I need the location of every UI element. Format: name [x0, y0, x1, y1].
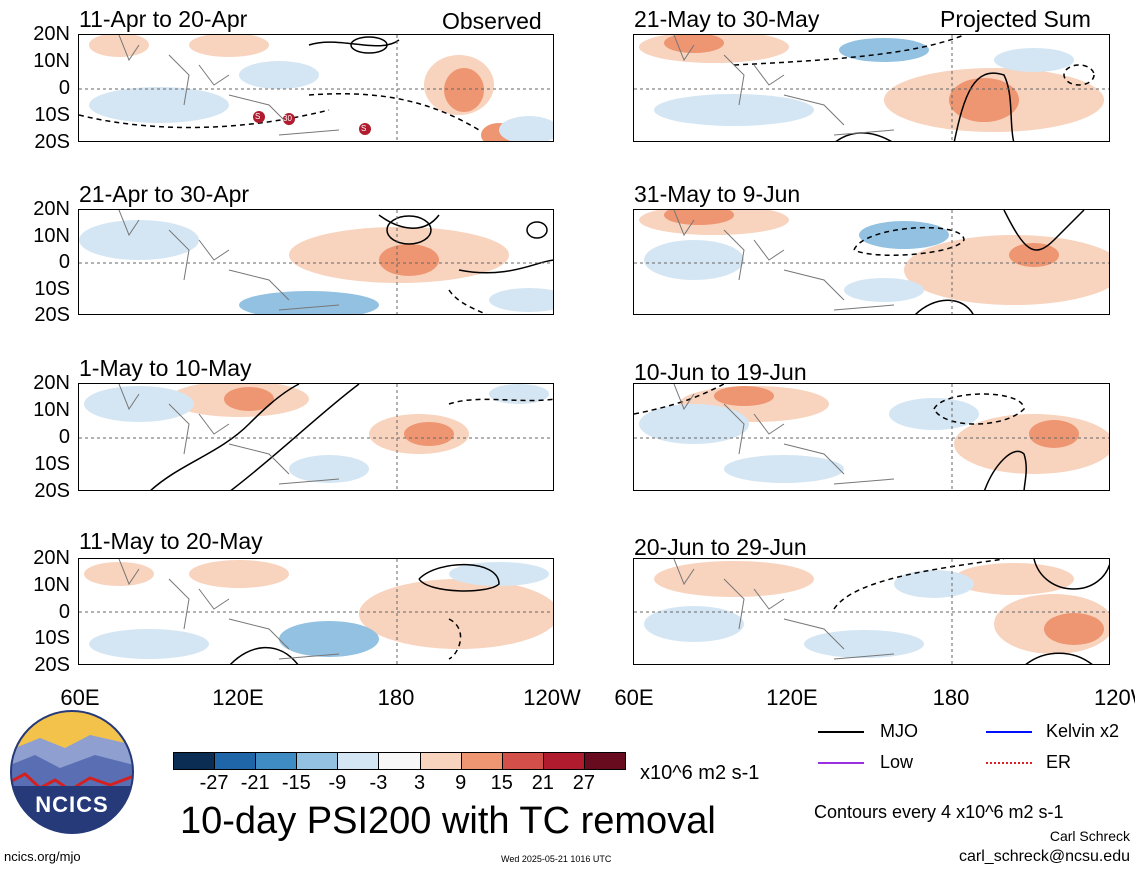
colorbar-cell — [173, 752, 216, 770]
lat-label: 10S — [34, 453, 70, 475]
lon-label: 120E — [766, 685, 818, 710]
legend-kelvin-line — [986, 731, 1032, 733]
lat-label: 10N — [33, 50, 70, 72]
lat-label: 20N — [33, 198, 70, 220]
lat-label: 20S — [34, 131, 70, 153]
lon-label: 120W — [523, 685, 581, 710]
logo-text: NCICS — [35, 792, 109, 817]
colorbar-cell — [296, 752, 339, 770]
map-panel-8 — [633, 558, 1110, 665]
legend-er-line — [986, 762, 1032, 764]
lon-label: 60E — [60, 685, 100, 710]
contour-note: Contours every 4 x10^6 m2 s-1 — [814, 802, 1064, 822]
map-panel-1: S 30 S — [78, 34, 554, 142]
lon-label: 180 — [377, 685, 415, 710]
map-panel-5 — [633, 34, 1110, 142]
lat-label: 0 — [58, 77, 70, 99]
observed-label: Observed — [442, 8, 542, 34]
projected-label: Projected Sum — [940, 6, 1091, 32]
lat-label: 0 — [58, 600, 70, 623]
colorbar-tick-label: -15 — [281, 772, 311, 794]
colorbar-cell — [337, 752, 380, 770]
author: Carl Schreck — [1049, 828, 1130, 844]
colorbar-cell — [501, 752, 544, 770]
legend-er: ER — [1046, 752, 1072, 772]
legend-low-line — [818, 762, 864, 764]
lon-label: 120W — [1094, 685, 1135, 710]
lat-label: 20N — [33, 547, 70, 569]
panel-title-3: 1-May to 10-May — [79, 355, 252, 381]
lon-label: 60E — [614, 685, 654, 710]
tc-marker: 30 — [283, 114, 292, 123]
legend-mjo-line — [818, 731, 864, 733]
colorbar-cell — [542, 752, 585, 770]
panel-title-1: 11-Apr to 20-Apr — [79, 6, 248, 32]
ncics-logo: NCICS — [10, 710, 134, 834]
legend-low: Low — [880, 752, 914, 772]
lat-label: 20S — [34, 654, 70, 676]
map-panel-4 — [78, 558, 554, 665]
colorbar-tick-label: -3 — [369, 772, 388, 794]
lat-label: 20S — [34, 480, 70, 502]
main-title: 10-day PSI200 with TC removal — [180, 800, 716, 842]
colorbar-cell — [583, 752, 626, 770]
panel-title-5: 21-May to 30-May — [634, 6, 820, 32]
panel-title-4: 11-May to 20-May — [79, 528, 263, 554]
map-panel-3 — [78, 383, 554, 491]
tc-marker: S — [255, 112, 261, 121]
colorbar-tick-label: 3 — [413, 772, 426, 794]
colorbar — [173, 752, 626, 770]
legend-kelvin: Kelvin x2 — [1046, 721, 1120, 741]
lat-label: 20N — [33, 23, 70, 45]
colorbar-tick-label: -27 — [199, 772, 229, 794]
lon-label: 120E — [212, 685, 264, 710]
timestamp: Wed 2025-05-21 1016 UTC — [501, 854, 612, 864]
colorbar-tick-label: 9 — [455, 772, 467, 794]
email: carl_schreck@ncsu.edu — [959, 848, 1130, 865]
lat-label: 20S — [34, 304, 70, 326]
colorbar-cell — [214, 752, 257, 770]
colorbar-cell — [255, 752, 298, 770]
panel-title-6: 31-May to 9-Jun — [634, 181, 801, 207]
lat-label: 0 — [58, 426, 70, 448]
map-panel-7 — [633, 383, 1110, 491]
colorbar-tick-label: -9 — [328, 772, 347, 794]
lon-label: 180 — [932, 685, 970, 710]
lat-label: 0 — [58, 251, 70, 273]
colorbar-cell — [378, 752, 421, 770]
lat-label: 10N — [33, 399, 70, 421]
lat-label: 20N — [33, 372, 70, 394]
website-url[interactable]: ncics.org/mjo — [4, 849, 81, 864]
colorbar-cell — [419, 752, 462, 770]
lat-label: 10S — [34, 104, 70, 126]
lat-label: 10N — [33, 224, 70, 247]
tc-marker: S — [361, 124, 367, 133]
lat-label: 10S — [34, 627, 70, 650]
legend-mjo: MJO — [880, 721, 918, 741]
colorbar-units: x10^6 m2 s-1 — [640, 762, 760, 784]
colorbar-tick-label: 21 — [531, 772, 554, 794]
colorbar-tick-label: -21 — [240, 772, 270, 794]
panel-title-2: 21-Apr to 30-Apr — [79, 181, 250, 207]
colorbar-tick-label: 15 — [490, 772, 513, 794]
lat-label: 10S — [34, 277, 70, 300]
colorbar-tick-label: 27 — [572, 772, 596, 794]
map-panel-6 — [633, 209, 1110, 315]
panel-title-7: 10-Jun to 19-Jun — [634, 359, 807, 385]
panel-title-8: 20-Jun to 29-Jun — [634, 534, 807, 560]
map-panel-2 — [78, 209, 554, 315]
colorbar-cell — [460, 752, 503, 770]
lat-label: 10N — [33, 573, 70, 596]
